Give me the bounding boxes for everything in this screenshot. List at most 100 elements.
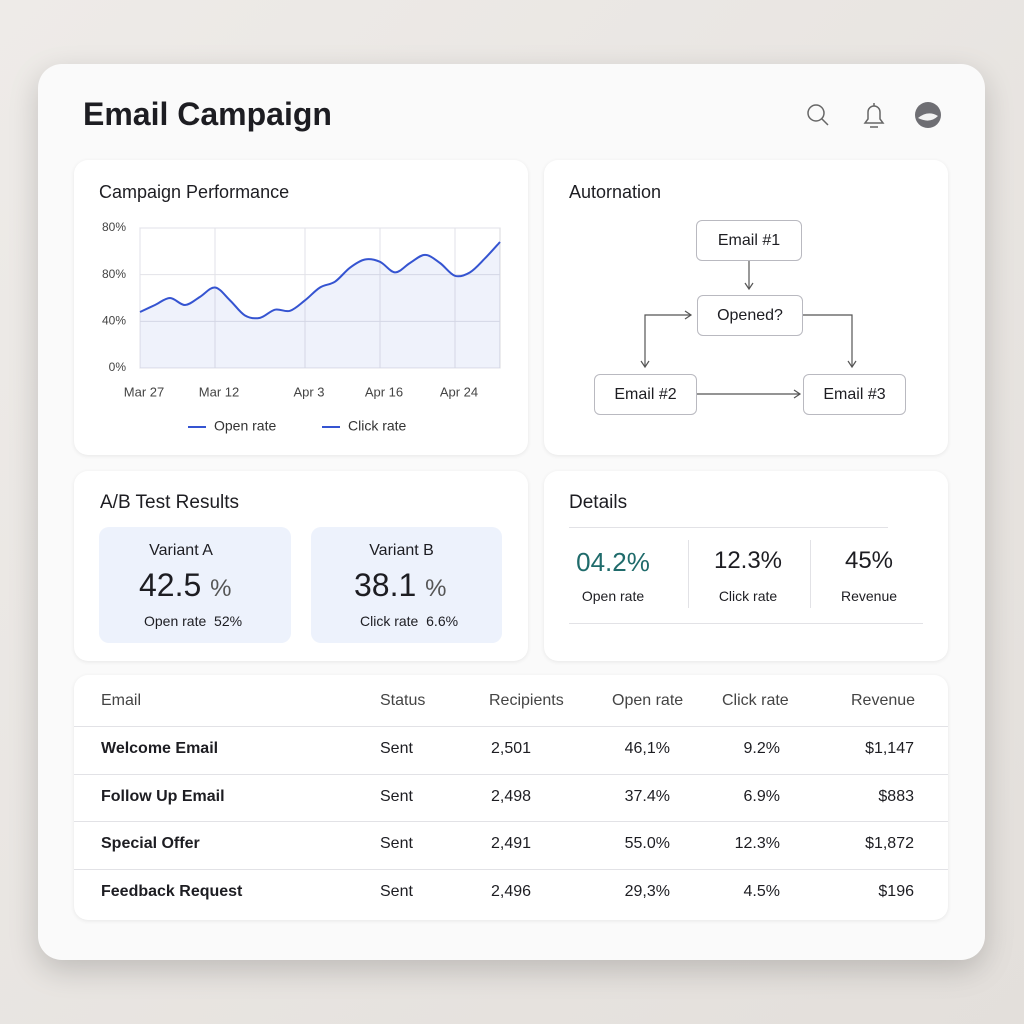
table-cell: 2,496 xyxy=(491,883,532,901)
panel-title: Campaign Performance xyxy=(99,182,290,202)
row-divider xyxy=(74,821,948,823)
stat-label: Open rate xyxy=(581,588,645,604)
table-cell: 37.4% xyxy=(624,787,670,805)
search-icon xyxy=(821,118,829,126)
table-cell: 12.3% xyxy=(734,835,780,853)
variant-name: Variant A xyxy=(149,542,213,559)
flow-node: Email #1 xyxy=(696,220,802,261)
flow-arrows xyxy=(640,261,857,399)
y-tick-label: 0% xyxy=(109,360,127,374)
variant-card: Variant B 38.1 % Click rate 6.6% xyxy=(311,527,502,643)
table-cell: 2,498 xyxy=(491,787,532,805)
stat-value: 04.2% xyxy=(576,547,650,577)
table-cell: 29,3% xyxy=(624,883,670,901)
value: 42.5 xyxy=(139,567,202,603)
table-cell: $196 xyxy=(878,883,914,901)
column-header: Click rate xyxy=(722,692,789,709)
table-cell: Sent xyxy=(380,740,413,757)
table-cell: Follow Up Email xyxy=(101,787,225,805)
table-cell: 2,501 xyxy=(491,740,532,757)
unit: % xyxy=(425,575,447,602)
variant-metric: Open rate 52% xyxy=(144,613,242,629)
toolbar-icons xyxy=(807,103,885,128)
table-cell: $1,147 xyxy=(865,740,914,757)
value: 38.1 xyxy=(354,567,417,603)
table-cell: 9.2% xyxy=(743,740,780,757)
details-panel xyxy=(544,471,948,661)
area xyxy=(140,242,500,368)
unit: % xyxy=(210,575,232,602)
page-title: Email Campaign xyxy=(83,96,332,132)
divider xyxy=(810,540,811,608)
flow-arrow xyxy=(803,314,853,367)
table-cell: 46,1% xyxy=(624,740,670,757)
metric-value: 52% xyxy=(214,613,243,629)
table-cell: $1,872 xyxy=(865,835,914,853)
flow-node: Email #3 xyxy=(803,374,906,415)
table-cell: 55.0% xyxy=(624,835,670,853)
variant-value: 42.5 % xyxy=(139,567,232,604)
flow-node: Email #2 xyxy=(594,374,697,415)
table-cell: Sent xyxy=(380,883,413,901)
flow-arrow xyxy=(644,314,691,367)
stat-label: Click rate xyxy=(718,588,778,604)
variant-value: 38.1 % xyxy=(354,567,447,604)
table-cell: 4.5% xyxy=(743,883,780,901)
table-cell: $883 xyxy=(878,787,914,805)
stat-label: Revenue xyxy=(840,588,898,604)
row-divider xyxy=(74,869,948,871)
table-cell: Special Offer xyxy=(101,835,200,853)
stat-value: 12.3% xyxy=(713,547,783,574)
bell-icon xyxy=(863,105,885,124)
arrowhead xyxy=(847,360,857,369)
table-cell: Sent xyxy=(380,835,413,853)
column-header: Recipients xyxy=(489,692,564,709)
table-cell: Sent xyxy=(380,787,413,805)
flow-node: Opened? xyxy=(697,295,803,336)
stat-value: 45% xyxy=(844,547,894,574)
variant-metric: Click rate 6.6% xyxy=(360,613,458,629)
panel-title: Autornation xyxy=(569,182,662,202)
divider xyxy=(569,623,923,624)
variant-card: Variant A 42.5 % Open rate 52% xyxy=(99,527,291,643)
metric: Click rate xyxy=(360,613,419,629)
metric: Open rate xyxy=(144,613,207,629)
metric-value: 6.6% xyxy=(426,613,459,629)
panel-title: A/B Test Results xyxy=(100,492,240,513)
chart: 0% 40% 80% 80% Mar 27 Mar 12 Apr 3 Apr 16 Apr 24… xyxy=(102,220,501,434)
avatar xyxy=(918,113,938,121)
y-tick-label: 80% xyxy=(102,267,126,281)
line xyxy=(139,241,501,320)
column-header: Status xyxy=(380,692,426,709)
x-tick-label: Mar 12 xyxy=(199,384,239,399)
column-header: Email xyxy=(101,692,142,709)
arrowhead xyxy=(744,282,754,291)
divider xyxy=(569,527,888,528)
variant-name: Variant B xyxy=(369,542,434,559)
legend-label: Click rate xyxy=(348,418,407,434)
row-divider xyxy=(74,726,948,727)
legend-label: Open rate xyxy=(214,418,276,434)
panel-title: Details xyxy=(569,492,628,513)
column-header: Revenue xyxy=(851,692,916,709)
divider xyxy=(688,540,689,608)
table-panel xyxy=(74,675,948,920)
x-tick-label: Apr 3 xyxy=(293,384,324,399)
y-tick-label: 40% xyxy=(102,314,126,328)
row-divider xyxy=(74,773,948,775)
arrowhead xyxy=(684,310,693,320)
table-cell: Feedback Request xyxy=(101,883,243,901)
column-header: Open rate xyxy=(612,692,684,709)
arrowhead xyxy=(640,360,650,369)
search-icon xyxy=(807,104,825,122)
x-tick-label: Apr 16 xyxy=(365,384,403,399)
x-tick-label: Mar 27 xyxy=(124,384,164,399)
table-cell: Welcome Email xyxy=(101,740,219,757)
table-cell: 2,491 xyxy=(491,835,532,853)
y-tick-label: 80% xyxy=(102,220,126,234)
table-cell: 6.9% xyxy=(743,787,780,805)
x-tick-label: Apr 24 xyxy=(440,384,478,399)
arrowhead xyxy=(793,389,802,399)
